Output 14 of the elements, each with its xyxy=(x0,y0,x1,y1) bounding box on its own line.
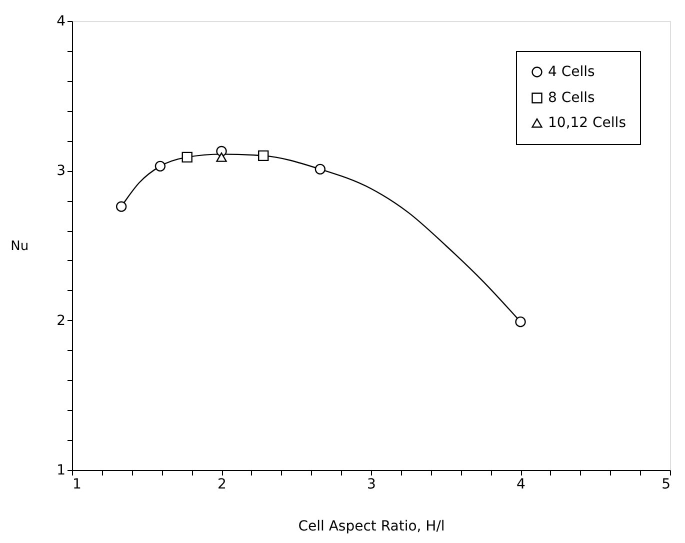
y-tick-label: 1 xyxy=(56,462,66,478)
y-tick-label: 3 xyxy=(56,163,66,180)
x-tick-label: 5 xyxy=(662,476,670,492)
x-tick-label: 3 xyxy=(367,476,376,492)
y-tick-label: 2 xyxy=(56,312,66,329)
legend-label: 10,12 Cells xyxy=(548,115,626,131)
y-tick-label: 4 xyxy=(56,14,66,30)
legend-label: 8 Cells xyxy=(548,90,595,106)
x-tick-label: 4 xyxy=(516,476,526,492)
x-tick-label: 1 xyxy=(72,476,82,492)
x-tick-label: 2 xyxy=(218,476,226,492)
legend-label: 4 Cells xyxy=(548,64,595,80)
x-axis-title: Cell Aspect Ratio, H/l xyxy=(298,518,445,534)
y-axis-title: Nu xyxy=(10,239,29,254)
